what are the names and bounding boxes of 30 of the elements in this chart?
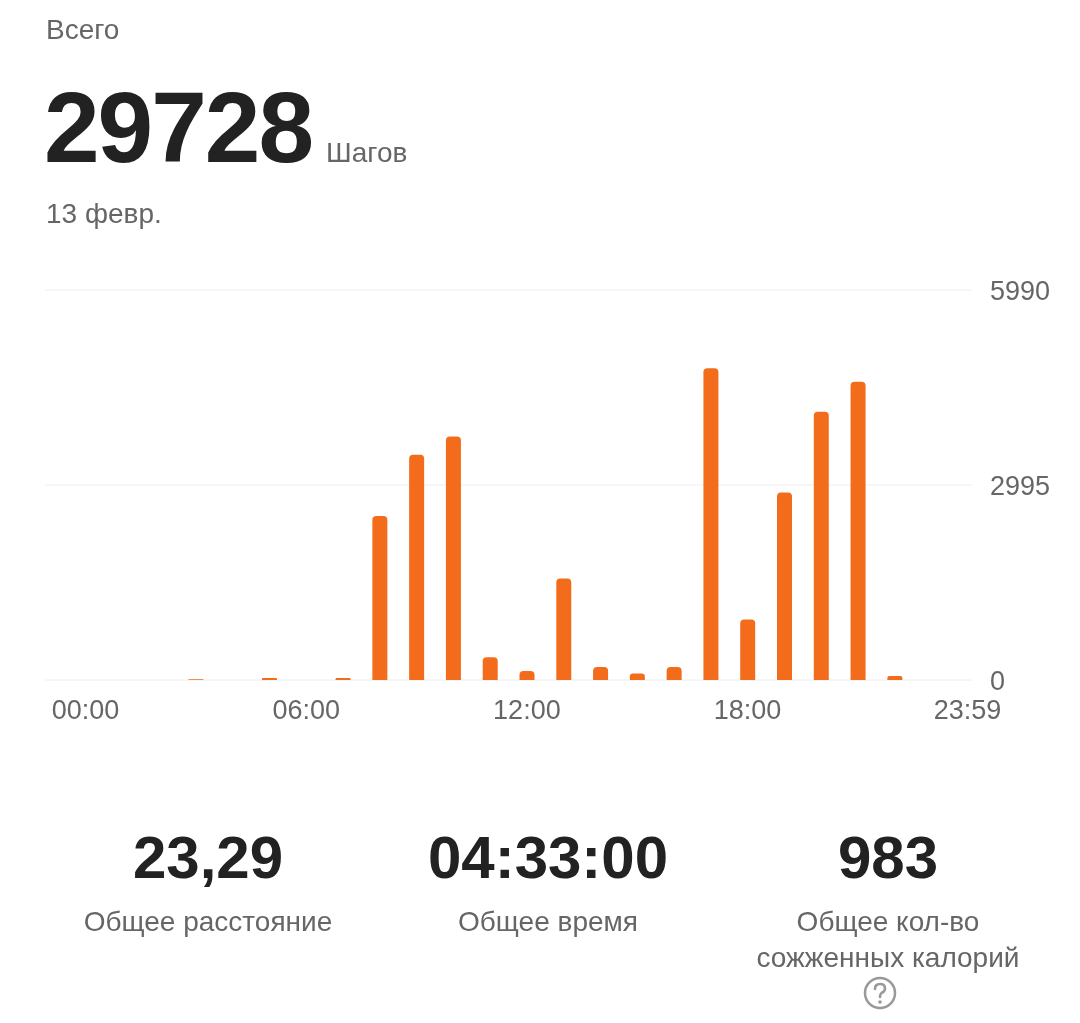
x-tick-label: 23:59: [933, 695, 1002, 726]
chart-title: Всего: [46, 14, 120, 46]
text: 29728: [44, 70, 313, 185]
text: Общее кол-во сожженных калорий: [755, 905, 1021, 975]
bar: [666, 666, 682, 680]
text: Шагов: [326, 137, 408, 169]
text: 13 февр.: [46, 198, 162, 230]
bar: [703, 368, 719, 680]
bar: [850, 381, 866, 680]
bar: [372, 515, 388, 680]
text: Общее расстояние: [82, 905, 334, 939]
x-tick-label: 18:00: [713, 695, 782, 726]
x-tick-label: 12:00: [493, 695, 561, 726]
text: Общее время: [457, 905, 639, 939]
x-tick-label: 00:00: [51, 695, 120, 726]
y-tick-label: 2995: [990, 470, 1051, 501]
text: 23,29: [131, 823, 285, 892]
bar: [593, 666, 609, 680]
y-tick-label: 0: [990, 665, 1006, 696]
bar: [777, 492, 792, 680]
bar: [813, 411, 829, 680]
bar: [445, 436, 461, 680]
text: 983: [836, 823, 940, 892]
y-tick-label: 5990: [990, 275, 1051, 306]
bar: [409, 454, 425, 680]
bar: [556, 578, 572, 680]
bar: [740, 619, 756, 680]
text: 04:33:00: [426, 823, 670, 892]
bar: [482, 657, 498, 680]
x-tick-label: 06:00: [272, 695, 340, 726]
